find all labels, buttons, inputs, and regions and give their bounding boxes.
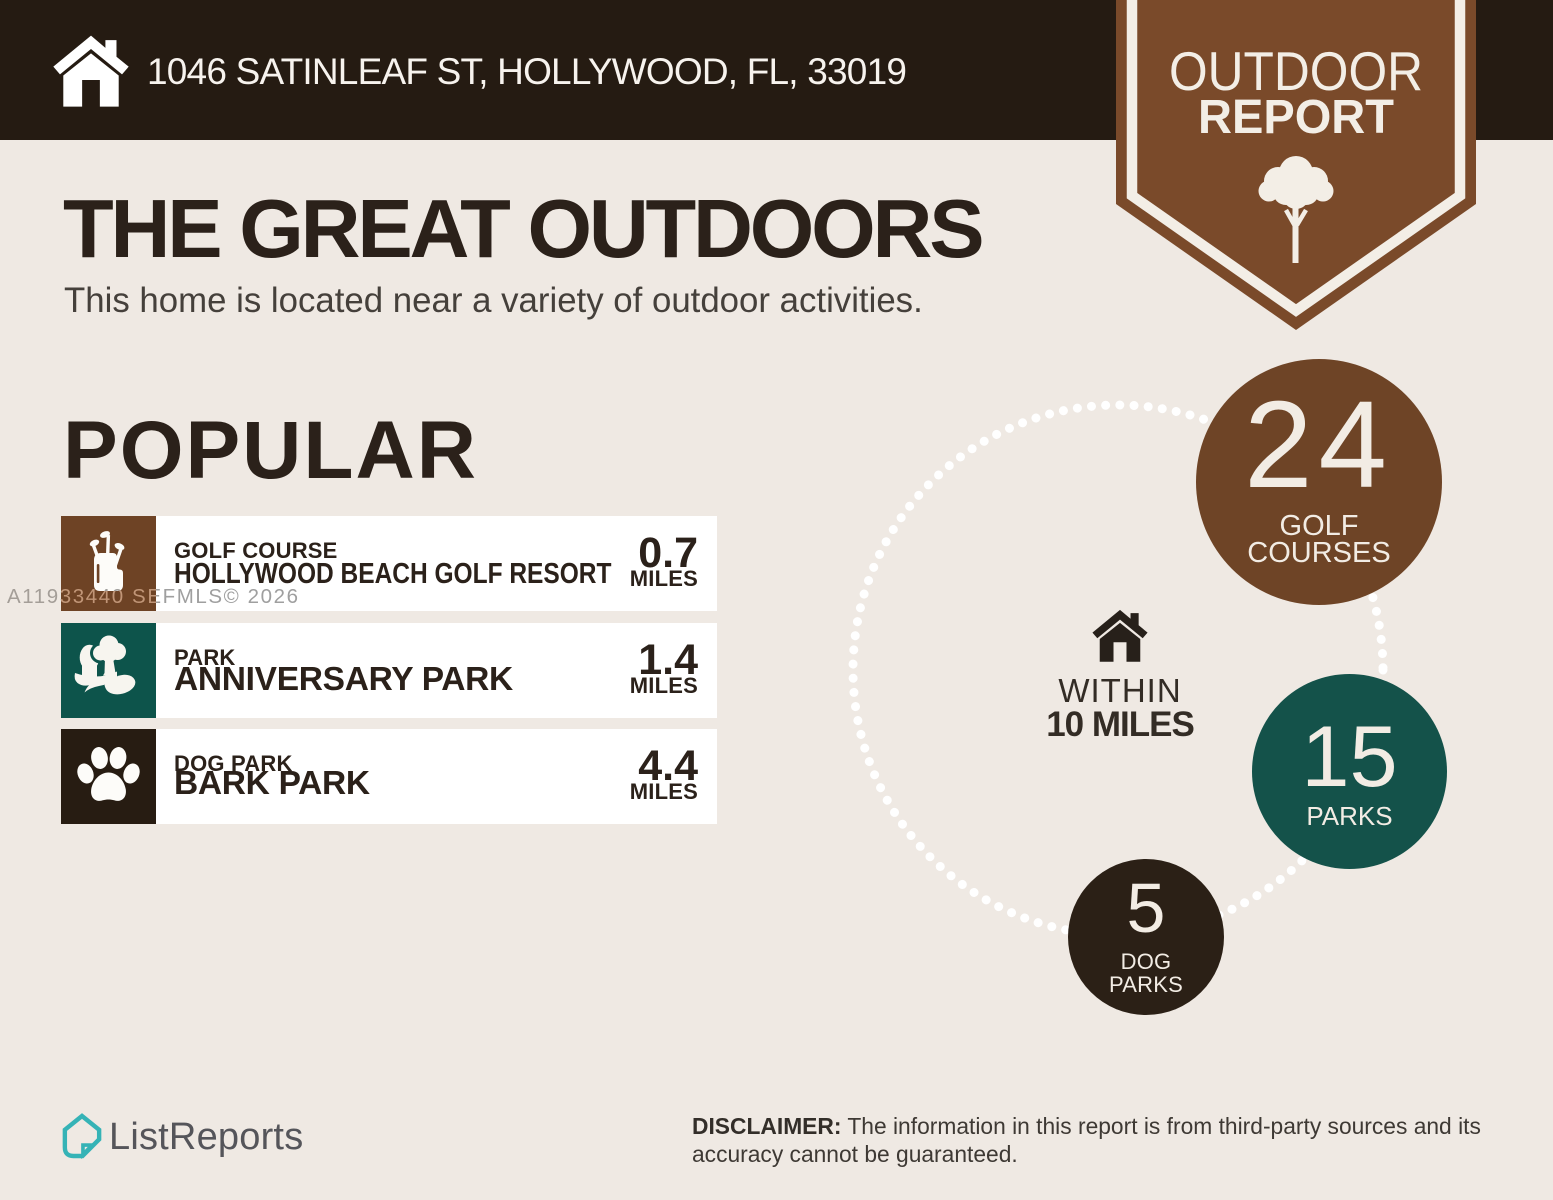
svg-text:OUTDOOR: OUTDOOR [1169,40,1423,102]
svg-text:REPORT: REPORT [1198,91,1394,144]
